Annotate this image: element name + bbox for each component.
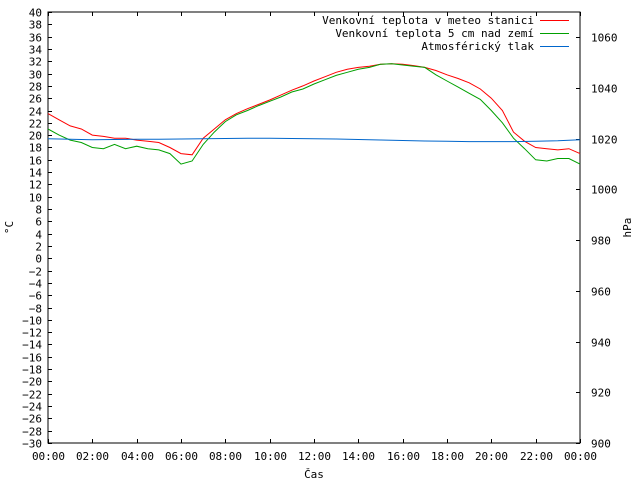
x-tick-label: 14:00 [342,450,375,463]
y-tick-label: −20 [22,376,42,389]
y-tick-label: 20 [29,130,42,143]
legend-label-1: Venkovní teplota v meteo stanici [322,14,534,27]
y2-tick-label: 1040 [591,83,618,96]
y2-tick-label: 1000 [591,184,618,197]
y2-tick-label: 920 [591,387,611,400]
y-tick-label: 16 [29,155,42,168]
y-tick-label: −12 [22,327,42,340]
y2-axis-title: hPa [621,218,634,238]
y2-tick-label: 980 [591,235,611,248]
y-tick-label: 22 [29,118,42,131]
y-tick-label: 2 [35,241,42,254]
y-tick-label: 34 [29,44,43,57]
y2-tick-label: 1020 [591,134,618,147]
y-tick-label: −16 [22,352,42,365]
x-tick-label: 08:00 [209,450,242,463]
y-tick-label: 4 [35,229,42,242]
y-tick-label: −30 [22,438,42,451]
y-tick-label: 38 [29,19,42,32]
y-tick-label: −6 [29,290,42,303]
plot-border [47,11,581,444]
y-tick-label: 24 [29,106,43,119]
y-tick-label: −8 [29,303,42,316]
y2-tick-label: 900 [591,438,611,451]
axes-group: −30−28−26−24−22−20−18−16−14−12−10−8−6−4−… [3,7,634,480]
y-tick-label: 6 [35,216,42,229]
y-tick-label: −26 [22,413,42,426]
y-tick-label: −14 [22,339,42,352]
y-tick-label: 8 [35,204,42,217]
y2-tick-label: 940 [591,337,611,350]
y-tick-label: 14 [29,167,43,180]
x-tick-label: 10:00 [254,450,287,463]
y2-tick-label: 960 [591,286,611,299]
y-tick-label: 28 [29,81,42,94]
y2-tick-label: 1060 [591,32,618,45]
x-tick-label: 00:00 [564,450,597,463]
y-tick-label: 26 [29,93,42,106]
x-tick-label: 22:00 [520,450,553,463]
series-line-1 [47,63,581,156]
x-tick-label: 12:00 [298,450,331,463]
y-tick-label: −4 [29,278,43,291]
legend-label-2: Venkovní teplota 5 cm nad zemí [335,27,534,40]
series-line-2 [47,63,581,165]
x-tick-label: 20:00 [475,450,508,463]
y-tick-label: 18 [29,142,42,155]
y-tick-label: −28 [22,426,42,439]
series-group [47,63,581,165]
x-tick-label: 02:00 [76,450,109,463]
y-tick-label: −2 [29,266,42,279]
y-tick-label: 10 [29,192,42,205]
x-tick-label: 18:00 [431,450,464,463]
x-tick-label: 06:00 [165,450,198,463]
y-tick-label: 0 [35,253,42,266]
x-tick-label: 04:00 [121,450,154,463]
series-line-3 [47,137,581,143]
y-tick-label: 40 [29,7,42,20]
y-tick-label: 30 [29,69,42,82]
y-axis-title: °C [3,221,16,234]
x-tick-label: 00:00 [32,450,65,463]
y-tick-label: −22 [22,389,42,402]
y-tick-label: −18 [22,364,42,377]
legend-group: Venkovní teplota v meteo staniciVenkovní… [322,14,569,53]
y-tick-label: −24 [22,401,42,414]
y-tick-label: 36 [29,32,42,45]
y-tick-label: 32 [29,56,42,69]
legend-label-3: Atmosférický tlak [421,40,534,53]
x-axis-title: Čas [304,468,324,480]
y-tick-label: −10 [22,315,42,328]
y-tick-label: 12 [29,179,42,192]
x-tick-label: 16:00 [387,450,420,463]
